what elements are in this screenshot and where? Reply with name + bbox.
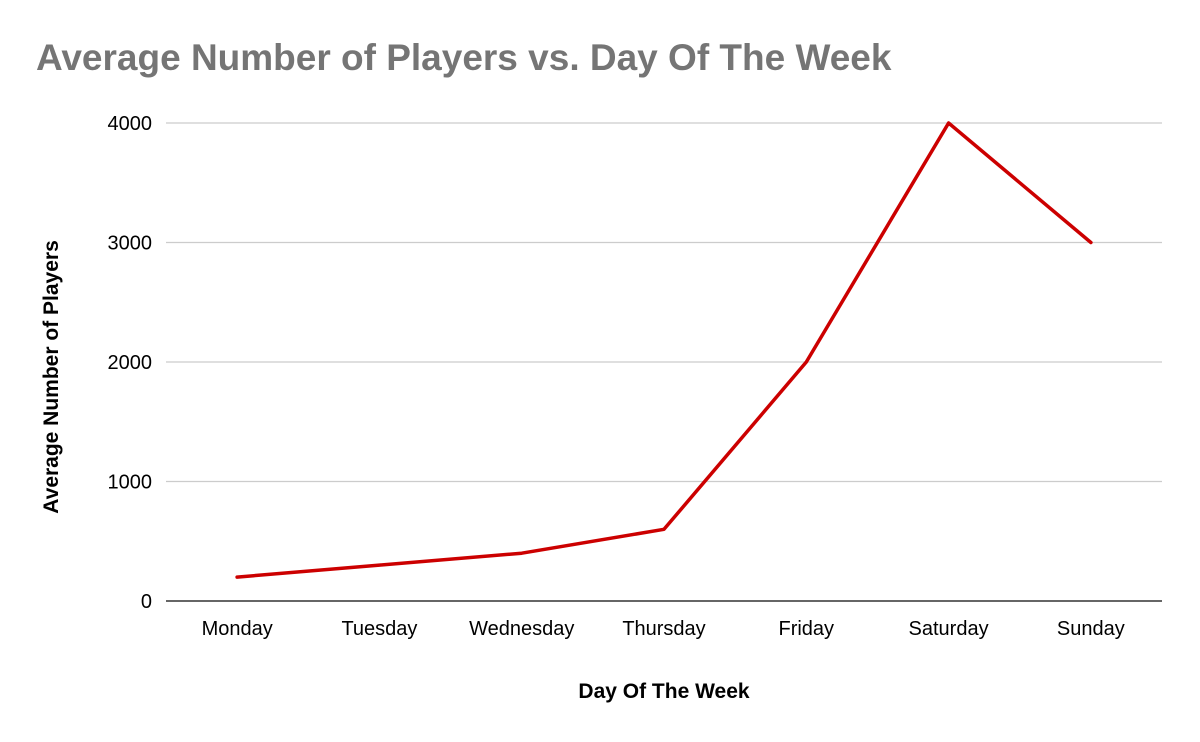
x-tick-label: Tuesday — [341, 618, 417, 640]
y-axis-ticks: 0 1000 2000 3000 4000 — [108, 113, 153, 613]
y-tick-label: 0 — [141, 591, 152, 613]
y-tick-label: 1000 — [108, 472, 153, 494]
x-tick-label: Wednesday — [469, 618, 574, 640]
x-tick-label: Thursday — [622, 618, 705, 640]
y-axis-title: Average Number of Players — [40, 240, 63, 514]
x-tick-label: Saturday — [909, 618, 989, 640]
y-tick-label: 4000 — [108, 113, 153, 135]
x-tick-label: Sunday — [1057, 618, 1125, 640]
y-tick-label: 3000 — [108, 233, 153, 255]
x-tick-label: Monday — [202, 618, 273, 640]
gridlines — [166, 122, 1162, 483]
series-layer — [235, 121, 1093, 579]
x-tick-label: Friday — [778, 618, 834, 640]
series-line — [235, 121, 1093, 579]
x-axis-ticks: Monday Tuesday Wednesday Thursday Friday Satu… — [202, 618, 1125, 640]
y-tick-label: 2000 — [108, 352, 153, 374]
chart-title: Average Number of Players vs. Day Of The… — [36, 37, 892, 78]
x-axis-title: Day Of The Week — [578, 680, 749, 703]
